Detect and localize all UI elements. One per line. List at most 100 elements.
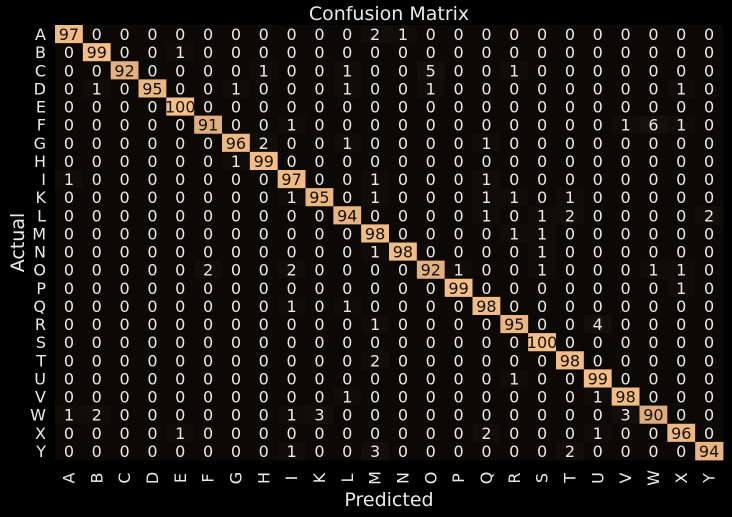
cell-value-label: 0: [398, 224, 408, 243]
heatmap-cell: [500, 115, 529, 135]
cell-value-label: 0: [286, 369, 296, 388]
heatmap-cell: [110, 151, 139, 171]
heatmap-cell: [500, 133, 529, 153]
heatmap-cell: [333, 133, 362, 153]
heatmap-cell: [389, 224, 418, 243]
heatmap-cell: [556, 369, 585, 388]
cell-value-label: 0: [370, 98, 380, 117]
cell-value-label: 0: [620, 243, 630, 262]
cell-value-label: 0: [231, 279, 241, 298]
cell-value-label: 0: [620, 351, 630, 370]
cell-value-label: 0: [259, 279, 269, 298]
heatmap-cell: [667, 260, 696, 280]
heatmap-cell: [305, 351, 334, 370]
heatmap-cell: [277, 79, 306, 98]
cell-value-label: 0: [119, 116, 129, 135]
cell-value-label: 0: [620, 188, 630, 207]
cell-value-label: 0: [537, 369, 547, 388]
heatmap-cell: [166, 188, 195, 207]
y-tick-label: X: [35, 424, 46, 443]
cell-value-label: 0: [314, 297, 324, 316]
heatmap-cell: [667, 79, 696, 98]
cell-value-label: 1: [509, 369, 519, 388]
y-tick-label: O: [33, 261, 46, 280]
heatmap-cell: [583, 224, 613, 243]
cell-value-label: 0: [314, 388, 324, 407]
cell-value-label: 0: [593, 243, 603, 262]
cell-value-label: 0: [119, 170, 129, 189]
cell-value-label: 0: [453, 116, 463, 135]
heatmap-cell: [361, 387, 390, 407]
y-tick-label: M: [32, 224, 46, 243]
heatmap-cell: [333, 296, 362, 316]
heatmap-cell: [556, 423, 585, 443]
heatmap-cell: [166, 25, 195, 44]
cell-value-label: 0: [537, 351, 547, 370]
heatmap-cell: [166, 97, 195, 117]
cell-value-label: 0: [648, 351, 658, 370]
cell-value-label: 0: [481, 43, 491, 62]
cell-value-label: 0: [481, 61, 491, 80]
heatmap-cell: [333, 423, 362, 443]
heatmap-cell: [472, 405, 501, 425]
heatmap-cell: [194, 315, 223, 334]
cell-value-label: 0: [370, 369, 380, 388]
cell-value-label: 0: [231, 315, 241, 334]
y-tick-label: R: [35, 315, 46, 334]
heatmap-cell: [333, 369, 362, 388]
cell-value-label: 0: [203, 351, 213, 370]
cell-value-label: 1: [342, 297, 352, 316]
cell-value-label: 6: [648, 116, 658, 135]
y-tick-label: Y: [35, 442, 46, 461]
heatmap-cell: [556, 441, 585, 461]
cell-value-label: 99: [588, 369, 608, 388]
heatmap-cell: [166, 351, 195, 370]
heatmap-cell: [500, 260, 529, 280]
heatmap-cell: [110, 79, 139, 98]
heatmap-cell: [695, 224, 724, 243]
cell-value-label: 0: [593, 279, 603, 298]
cell-value-label: 0: [704, 333, 714, 352]
cell-value-label: 0: [704, 261, 714, 280]
heatmap-cell: [611, 224, 640, 243]
cell-value-label: 0: [259, 224, 269, 243]
cell-value-label: 0: [231, 206, 241, 225]
cell-value-label: 0: [286, 424, 296, 443]
heatmap-cell: [667, 423, 696, 443]
heatmap-cell: [110, 387, 139, 407]
cell-value-label: 1: [175, 43, 185, 62]
heatmap-cell: [194, 115, 223, 135]
heatmap-cell: [528, 369, 557, 388]
heatmap-cell: [361, 242, 390, 262]
cell-value-label: 1: [537, 224, 547, 243]
cell-value-label: 1: [342, 134, 352, 153]
heatmap-cell: [639, 43, 668, 62]
cell-value-label: 0: [147, 406, 157, 425]
heatmap-cell: [444, 79, 473, 98]
heatmap-cell: [528, 79, 557, 98]
cell-value-label: 0: [231, 424, 241, 443]
heatmap-cell: [695, 441, 724, 461]
heatmap-cell: [55, 405, 84, 425]
heatmap-cell: [583, 333, 613, 352]
cell-value-label: 0: [481, 442, 491, 461]
heatmap-cell: [639, 61, 668, 80]
x-tick-label: G: [226, 472, 245, 484]
cell-value-label: 0: [398, 152, 408, 171]
heatmap-cell: [444, 260, 473, 280]
cell-value-label: 0: [509, 333, 519, 352]
heatmap-cell: [389, 242, 418, 262]
heatmap-cell: [416, 260, 446, 280]
heatmap-cell: [416, 405, 446, 425]
heatmap-cell: [583, 79, 613, 98]
cell-value-label: 0: [147, 224, 157, 243]
cell-value-label: 0: [231, 170, 241, 189]
heatmap-cell: [500, 333, 529, 352]
x-tick-label: P: [449, 473, 468, 483]
heatmap-cell: [333, 115, 362, 135]
heatmap-cell: [305, 369, 334, 388]
cell-value-label: 0: [509, 351, 519, 370]
heatmap-cell: [277, 224, 306, 243]
cell-value-label: 0: [676, 170, 686, 189]
